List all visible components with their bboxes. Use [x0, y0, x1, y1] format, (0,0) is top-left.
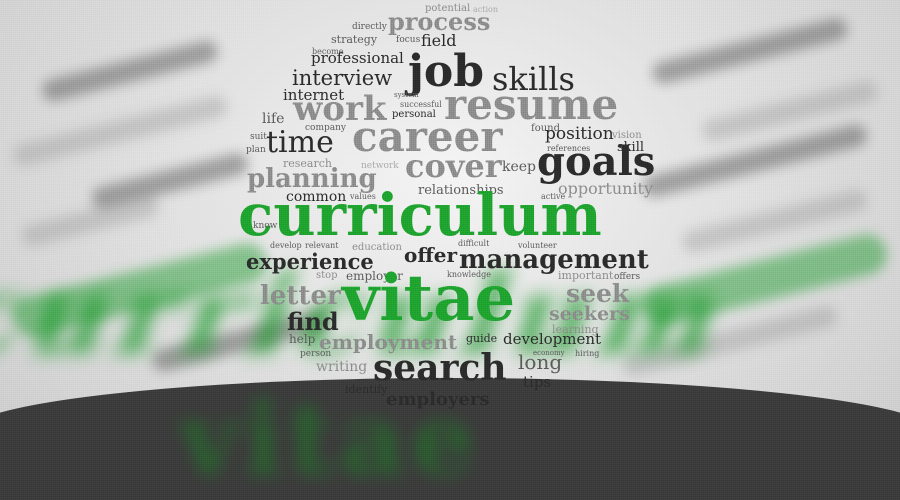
word-employer: employer — [346, 270, 403, 282]
word-strategy: strategy — [331, 34, 377, 45]
word-relevant: relevant — [305, 242, 339, 250]
word-experience: experience — [246, 251, 374, 272]
word-tips: tips — [523, 375, 551, 390]
word-development: development — [503, 332, 601, 347]
word-management: management — [459, 247, 649, 273]
word-vitae: vitae — [342, 267, 515, 331]
word-know: know — [253, 222, 277, 231]
word-volunteer: volunteer — [518, 242, 557, 250]
word-active: active — [541, 193, 565, 201]
word-offers: offers — [614, 273, 640, 282]
word-field: field — [421, 33, 457, 49]
word-network: network — [361, 162, 399, 171]
word-skills: skills — [492, 63, 575, 95]
word-action: action — [473, 6, 498, 14]
ground-ghost-text: vitae — [180, 380, 780, 498]
word-seekers: seekers — [549, 305, 630, 324]
word-work: work — [293, 92, 386, 126]
word-learning: learning — [552, 324, 599, 335]
word-company: company — [305, 124, 346, 133]
word-skill: skill — [617, 141, 644, 154]
word-planning: planning — [247, 166, 377, 192]
word-values: values — [350, 193, 376, 201]
word-find: find — [287, 310, 339, 334]
word-employers: employers — [386, 391, 489, 409]
word-become: become — [312, 48, 343, 56]
word-stop: stop — [316, 271, 338, 281]
word-professional: professional — [311, 51, 404, 66]
word-time: time — [266, 128, 334, 158]
word-writing: writing — [316, 360, 367, 374]
word-suit: suit — [250, 133, 267, 142]
word-interview: interview — [292, 68, 392, 89]
dark-ground-shape — [0, 378, 900, 500]
word-opportunity: opportunity — [558, 181, 653, 197]
word-directly: directly — [352, 23, 387, 32]
word-career: career — [352, 116, 503, 158]
word-keep: keep — [502, 160, 536, 174]
word-process: process — [388, 10, 490, 34]
word-economy: economy — [533, 350, 565, 357]
word-common: common — [286, 190, 346, 204]
word-help: help — [289, 333, 315, 345]
word-person: person — [300, 350, 331, 359]
word-focus: focus — [396, 36, 420, 45]
word-identify: identify — [345, 384, 387, 395]
word-potential: potential — [425, 4, 470, 14]
word-internet: internet — [283, 88, 344, 103]
word-position: position — [545, 126, 614, 143]
word-letter: letter — [260, 283, 341, 309]
word-system: system — [394, 92, 419, 99]
word-knowledge: knowledge — [447, 271, 491, 279]
word-research: research — [283, 158, 332, 169]
word-vision: vision — [612, 131, 642, 141]
word-found: found — [531, 124, 560, 134]
word-life: life — [262, 112, 284, 126]
word-resume: resume — [444, 84, 618, 126]
word-hiring: hiring — [575, 350, 599, 358]
word-curriculum: curriculum — [238, 186, 602, 244]
word-offer: offer — [404, 245, 457, 265]
word-references: references — [547, 145, 590, 153]
word-relationships: relationships — [418, 184, 504, 197]
word-guide: guide — [466, 333, 497, 344]
word-difficult: difficult — [458, 240, 489, 248]
word-education: education — [352, 243, 402, 253]
word-job: job — [408, 50, 484, 94]
word-successful: successful — [400, 101, 442, 109]
word-long: long — [518, 352, 562, 372]
word-plan: plan — [246, 146, 266, 155]
word-cover: cover — [405, 150, 502, 182]
word-employment: employment — [319, 332, 457, 352]
word-personal: personal — [392, 110, 436, 120]
word-search: search — [373, 350, 507, 386]
word-seek: seek — [566, 281, 629, 306]
word-goals: goals — [537, 142, 655, 182]
word-develop: develop — [270, 242, 302, 250]
word-important: important — [558, 270, 613, 281]
